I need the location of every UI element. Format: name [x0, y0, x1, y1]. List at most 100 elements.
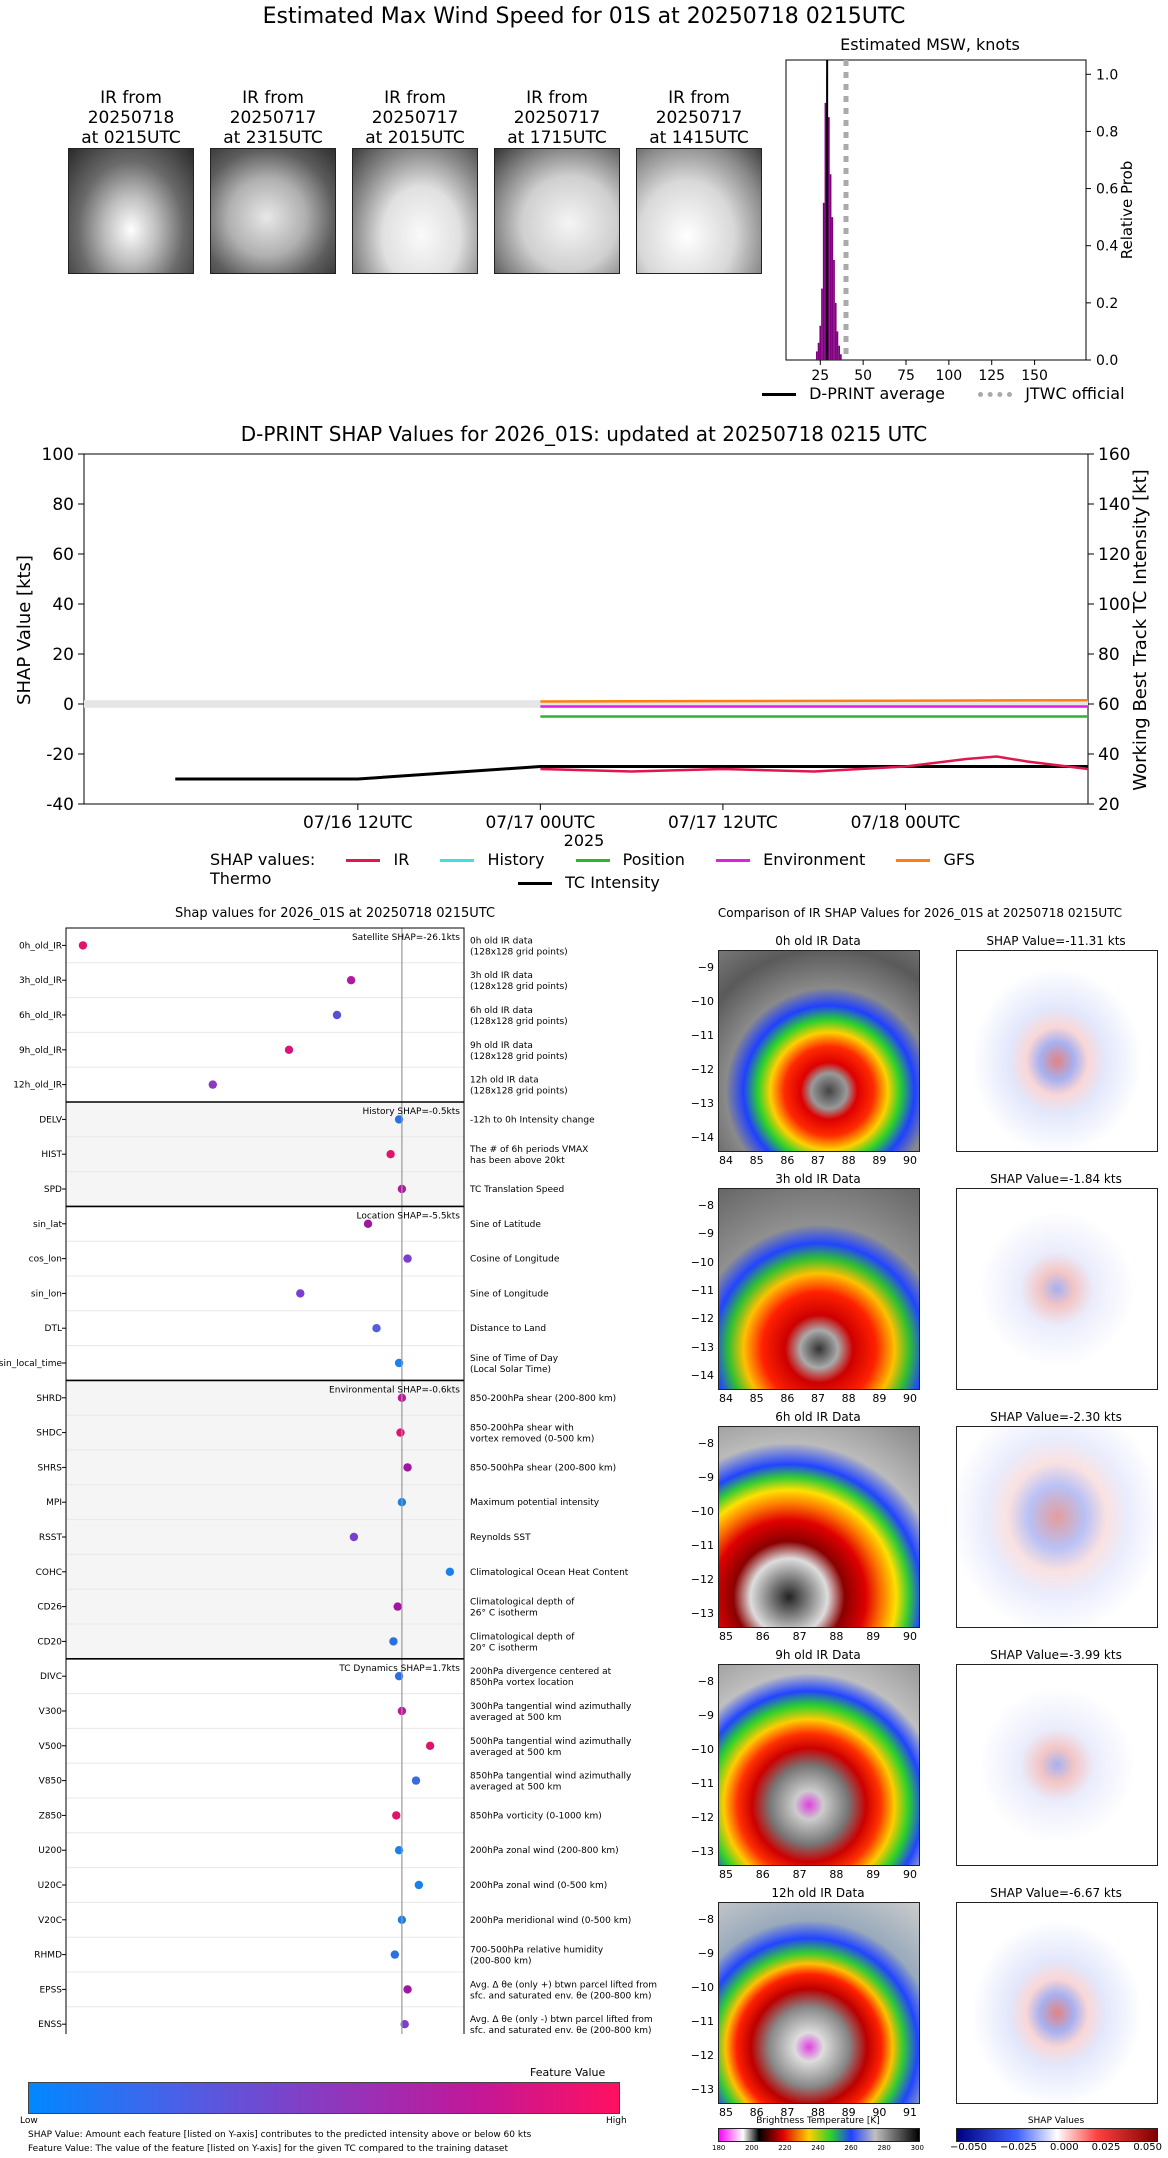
tc-legend-line: [518, 882, 552, 885]
ir-x-tick-label: 85: [749, 1154, 764, 1167]
ir-y-tick-label: −14: [690, 1369, 714, 1382]
ir-y-tick-label: −10: [690, 1505, 714, 1518]
feature-dot: [332, 1010, 342, 1020]
feature-desc: 12h old IR data: [470, 1076, 539, 1086]
ir-panel-title: IR from 20250717 at 2315UTC: [208, 88, 338, 148]
feature-name: SHRD: [36, 1394, 62, 1404]
ir-x-tick-label: 86: [749, 2106, 764, 2119]
feature-desc: TC Translation Speed: [469, 1185, 564, 1195]
ts-x-tick-label: 07/17 12UTC: [668, 813, 778, 833]
ir-y-tick-label: −8: [697, 1913, 714, 1926]
feature-desc: 850hPa vorticity (0-1000 km): [470, 1811, 602, 1821]
feature-dot: [386, 1150, 395, 1159]
feature-dot: [296, 1289, 305, 1298]
feature-name: 3h_old_IR: [19, 976, 62, 986]
feature-name: DIVC: [40, 1672, 62, 1682]
feature-desc: 200hPa divergence centered at: [470, 1667, 612, 1677]
ts-x-tick-label: 07/17 00UTC: [485, 813, 595, 833]
ir-x-tick-label: 87: [792, 1630, 807, 1643]
feature-name: RHMD: [34, 1951, 62, 1961]
ir-brightness-map: [718, 1664, 920, 1866]
bt-tick-label: 280: [877, 2144, 891, 2152]
ir-x-tick-label: 86: [780, 1392, 795, 1405]
gfs-legend-label: GFS Thermo: [210, 850, 975, 888]
feature-desc: 0h old IR data: [470, 936, 533, 946]
ts-left-tick-label: 40: [52, 595, 74, 615]
feature-name: SHDC: [36, 1429, 62, 1439]
feature-name: DELV: [39, 1115, 63, 1125]
feature-name: DTL: [45, 1324, 62, 1334]
ts-x-tick-label: 07/16 12UTC: [303, 813, 413, 833]
note-shap: SHAP Value: Amount each feature [listed …: [28, 2130, 532, 2140]
feature-name: cos_lon: [29, 1255, 62, 1265]
ir-x-tick-label: 89: [866, 1868, 881, 1881]
shap-heatmap: [956, 1902, 1158, 2104]
ir-panel-title-line: at 1715UTC: [507, 128, 607, 148]
ir-y-tick-label: −12: [690, 1312, 714, 1326]
ir-y-tick-label: −9: [697, 961, 714, 974]
ir-y-tick-label: −14: [690, 1131, 714, 1144]
feature-desc: 200hPa meridional wind (0-500 km): [470, 1916, 631, 1926]
feature-dot: [394, 1846, 404, 1855]
sv-tick-label: −0.025: [1000, 2142, 1038, 2153]
feature-name: V850: [39, 1777, 63, 1787]
feature-desc: Distance to Land: [470, 1324, 546, 1334]
ir-y-tick-label: −9: [697, 1709, 714, 1722]
feature-desc: Sine of Longitude: [470, 1289, 549, 1299]
ir-y-tick-label: −13: [690, 1607, 714, 1620]
ir-panel-title-line: 20250717: [371, 108, 459, 128]
ir-panel-title-line: IR from: [668, 88, 730, 108]
ts-ylabel-right: Working Best Track TC Intensity [kt]: [1130, 469, 1151, 790]
ir-brightness-map: [718, 1426, 920, 1628]
ir-panel-title-line: at 0215UTC: [81, 128, 181, 148]
ir-panel-title-line: 20250717: [513, 108, 601, 128]
history-legend-label: History: [487, 850, 545, 869]
ts-right-tick-label: 140: [1098, 495, 1130, 515]
feature-name: 12h_old_IR: [13, 1081, 62, 1091]
dprint-legend-line: [762, 393, 796, 396]
ir-satellite-image: [636, 148, 762, 274]
msw-bar: [816, 351, 818, 360]
ts-left-tick-label: 100: [42, 445, 74, 465]
features-frame: [65, 927, 465, 2034]
jtwc-legend-line: [978, 392, 1013, 397]
ir-x-tick-label: 85: [749, 1392, 764, 1405]
feature-desc: 700-500hPa relative humidity: [470, 1946, 604, 1956]
shap-time-chart: 100 80 60 40 20 0 -20 -40 160 140 120 100 80 60 40 20 07…: [14, 445, 1151, 850]
shap-value-title: SHAP Value=-2.30 kts: [990, 1410, 1122, 1424]
feature-desc: averaged at 500 km: [470, 1713, 561, 1723]
ir-panel-title-line: at 2015UTC: [365, 128, 465, 148]
msw-title: Estimated MSW, knots: [840, 35, 1020, 54]
environment-legend-label: Environment: [763, 850, 866, 869]
feature-dot: [414, 1880, 424, 1890]
ir-x-tick-label: 87: [811, 1154, 825, 1167]
feature-desc: 300hPa tangential wind azimuthally: [470, 1702, 632, 1712]
feature-dot: [78, 941, 88, 950]
bt-ticks: 180 200 220 240 260 280 300: [712, 2144, 924, 2152]
ir-x-tick-label: 90: [872, 2106, 887, 2119]
msw-legend: D-PRINT average JTWC official: [760, 384, 1168, 403]
feature-dot: [425, 1741, 435, 1750]
feature-desc: Reynolds SST: [470, 1533, 531, 1543]
msw-y-tick-label: 0.2: [1096, 296, 1118, 312]
shap-heatmap: [956, 950, 1158, 1152]
feature-dot: [394, 1358, 404, 1368]
ir-y-tick-label: −13: [690, 2083, 714, 2096]
msw-histogram: Estimated MSW, knots Relative Prob 25 50 7…: [785, 35, 1136, 384]
ir-x-tick-label: 89: [872, 1154, 887, 1167]
ir-panel-title-line: at 2315UTC: [223, 128, 323, 148]
sv-tick-label: 0.025: [1091, 2142, 1121, 2153]
ir-y-tick-label: −8: [697, 1675, 714, 1688]
ts-left-tick-label: -20: [46, 745, 74, 765]
msw-x-tick-label: 100: [935, 368, 962, 384]
series-ir: [540, 755, 1089, 773]
msw-y-tick-label: 0.4: [1096, 239, 1118, 255]
ts-right-tick-label: 60: [1098, 695, 1120, 715]
ir-brightness-map: [718, 1188, 920, 1390]
shap-value-title: SHAP Value=-3.99 kts: [990, 1648, 1122, 1662]
feature-desc: sfc. and saturated env. θe (200-800 km): [470, 1991, 652, 2001]
feature-name: sin_local_time: [0, 1359, 62, 1369]
ir-x-tick-label: 91: [903, 2106, 917, 2119]
feature-desc: (128x128 grid points): [470, 982, 568, 992]
msw-y-tick-label: 1.0: [1096, 67, 1118, 83]
